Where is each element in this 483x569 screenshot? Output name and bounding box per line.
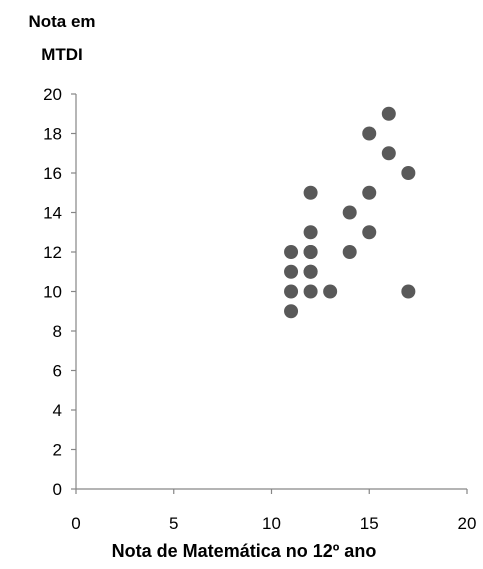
data-point xyxy=(284,284,299,299)
data-point xyxy=(362,225,377,240)
y-tick-label: 16 xyxy=(43,164,62,183)
data-point xyxy=(381,146,396,161)
data-point xyxy=(323,284,338,299)
y-axis-ticks: 0 2 4 6 8 10 12 14 16 18 20 xyxy=(43,85,76,499)
y-axis-label-line-1: Nota em xyxy=(28,12,95,31)
x-axis-ticks: 0 5 10 15 20 xyxy=(71,489,476,533)
data-point xyxy=(401,166,416,180)
data-point xyxy=(342,205,357,220)
data-point xyxy=(284,264,299,279)
data-point xyxy=(342,245,357,259)
y-tick-label: 12 xyxy=(43,243,62,262)
y-tick-label: 10 xyxy=(43,283,62,302)
x-tick-label: 15 xyxy=(360,514,379,533)
data-point xyxy=(381,106,396,121)
data-point xyxy=(362,185,377,200)
data-point xyxy=(303,284,318,299)
data-point xyxy=(303,185,318,200)
x-axis-label: Nota de Matemática no 12º ano xyxy=(112,541,377,561)
y-tick-label: 20 xyxy=(43,85,62,104)
x-tick-label: 5 xyxy=(169,514,178,533)
y-tick-label: 6 xyxy=(53,362,62,381)
y-tick-label: 2 xyxy=(53,441,62,460)
y-tick-label: 18 xyxy=(43,125,62,144)
data-point xyxy=(303,264,318,279)
y-axis-label-line-2: MTDI xyxy=(41,45,83,64)
x-tick-label: 20 xyxy=(458,514,477,533)
y-tick-label: 4 xyxy=(53,401,62,420)
x-tick-label: 0 xyxy=(71,514,80,533)
data-point xyxy=(284,304,299,319)
y-tick-label: 0 xyxy=(53,480,62,499)
y-tick-label: 8 xyxy=(53,322,62,341)
x-tick-label: 10 xyxy=(262,514,281,533)
data-point xyxy=(303,225,318,240)
y-tick-label: 14 xyxy=(43,204,62,223)
data-points xyxy=(284,106,416,319)
data-point xyxy=(284,245,299,259)
data-point xyxy=(362,126,377,141)
data-point xyxy=(401,284,416,299)
data-point xyxy=(303,245,318,259)
